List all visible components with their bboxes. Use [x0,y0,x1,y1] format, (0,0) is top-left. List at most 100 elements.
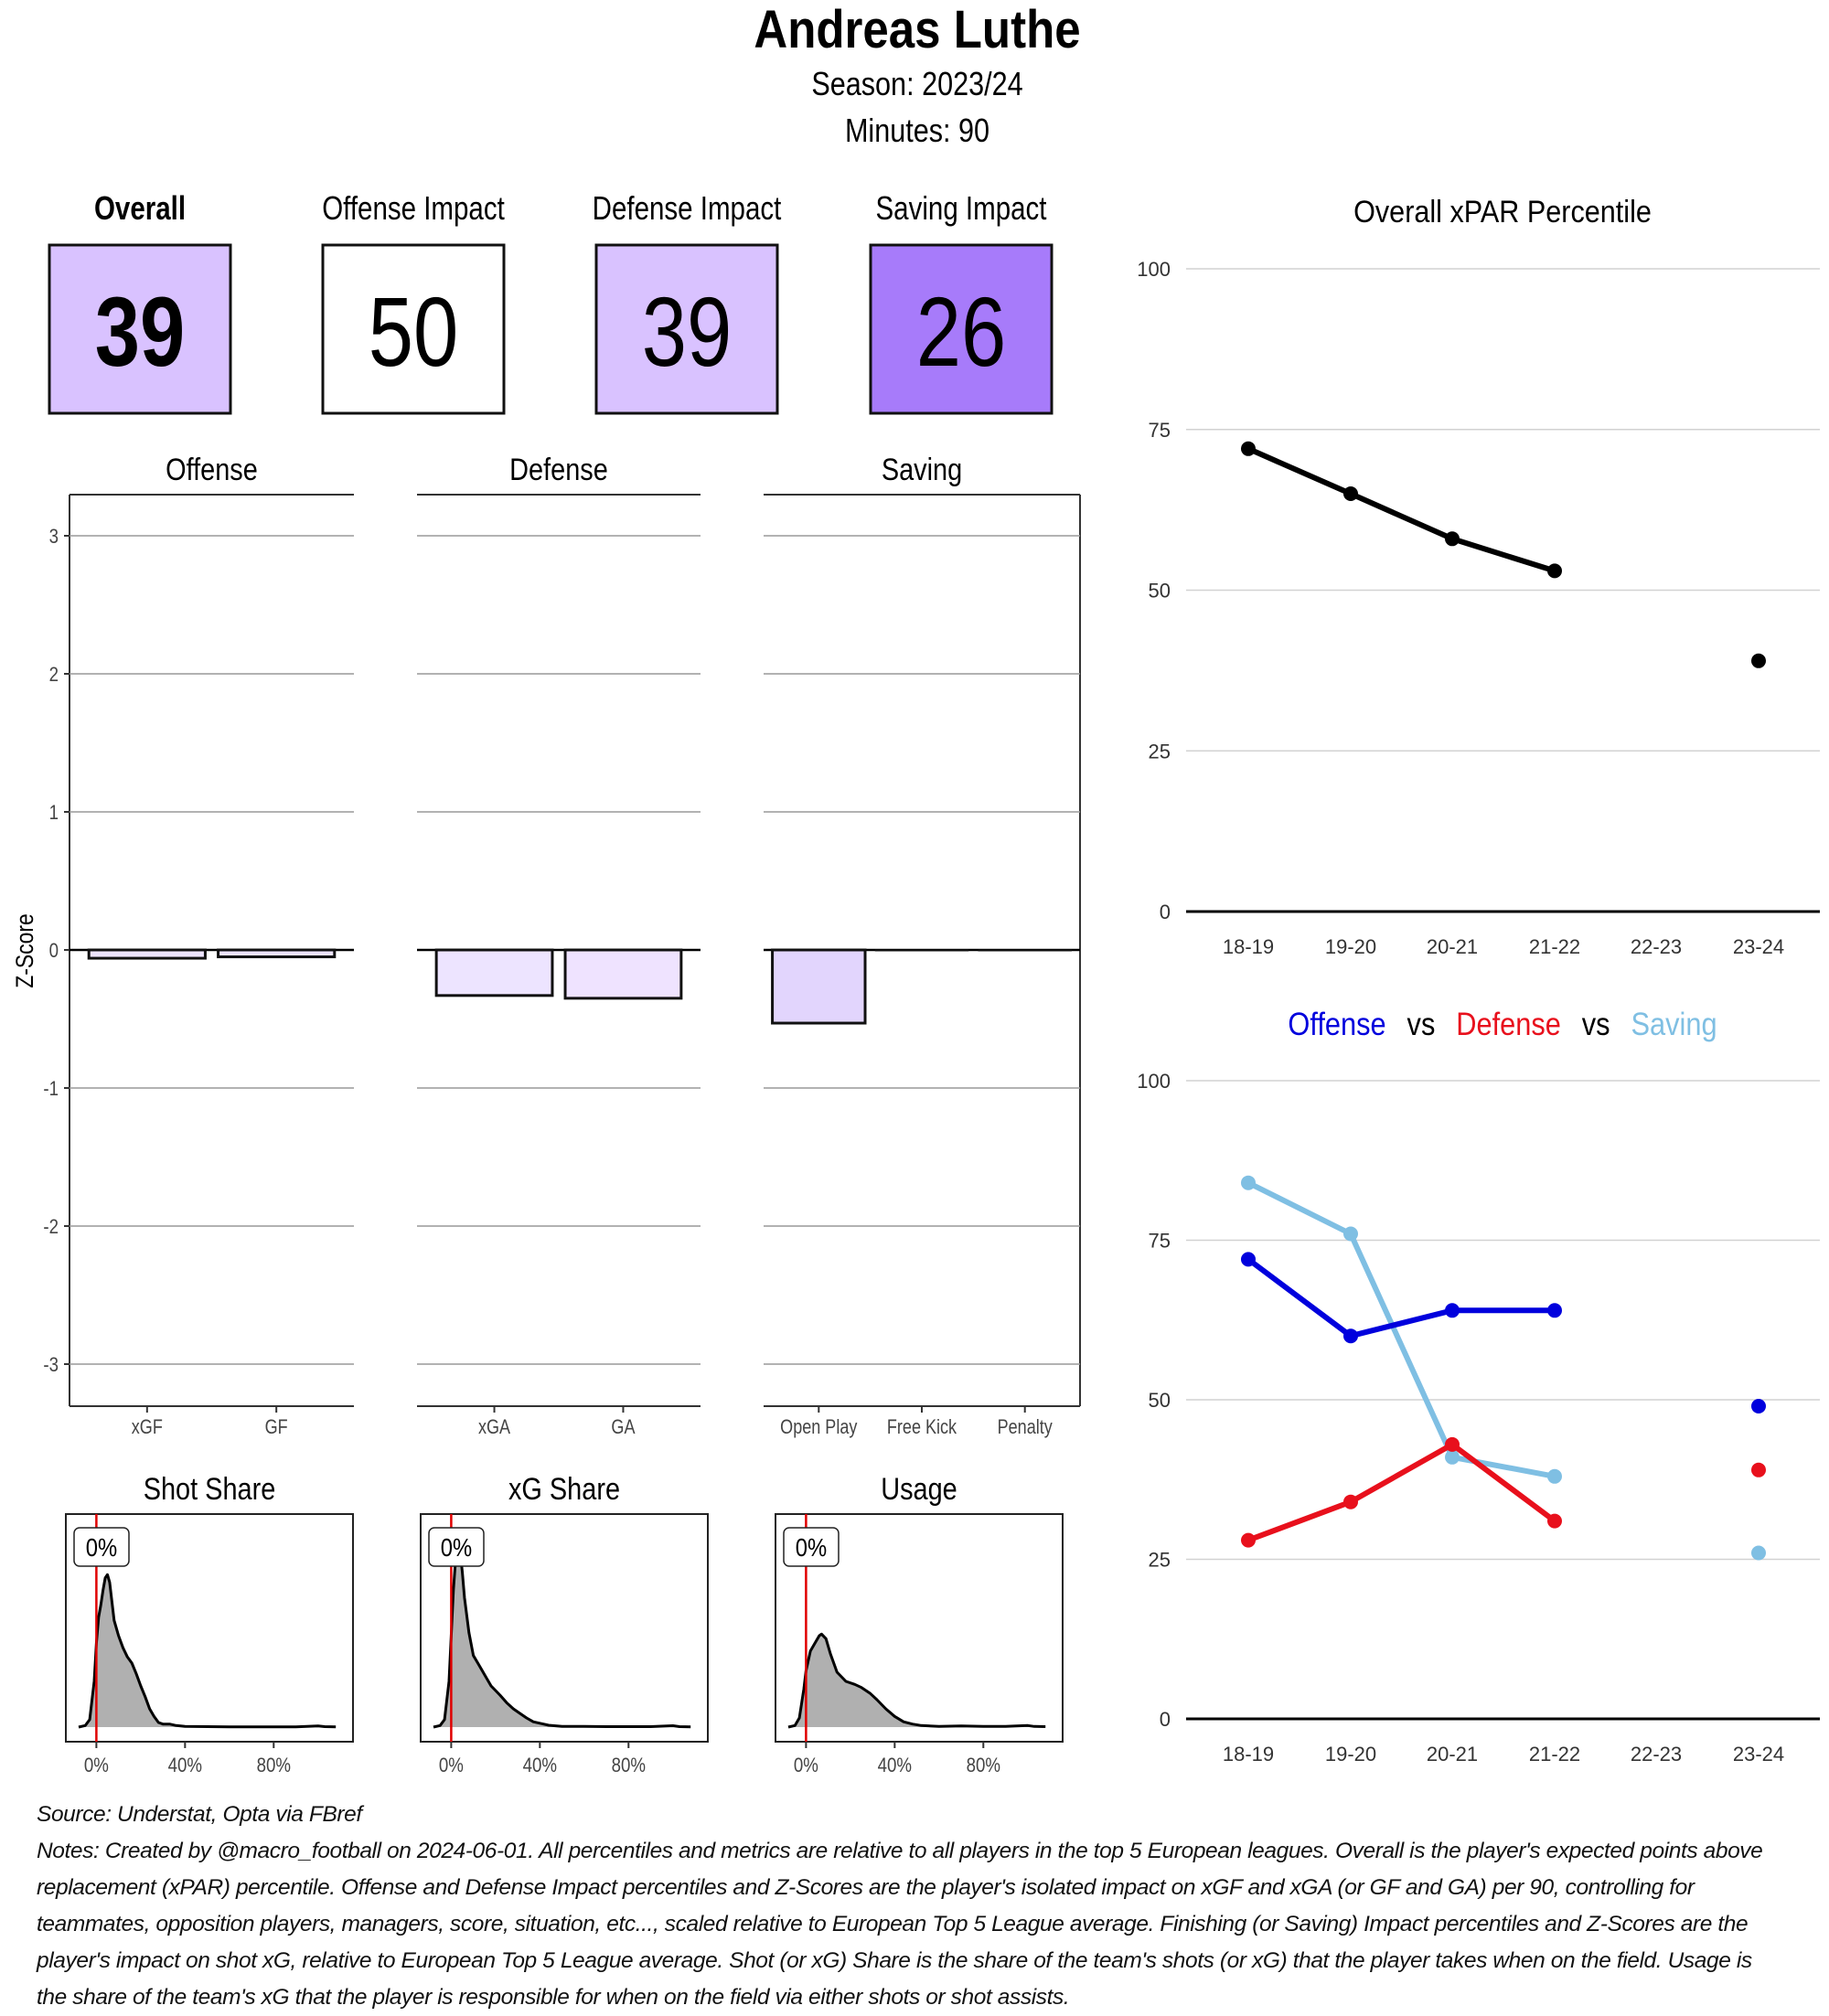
x-tick-label: 0% [439,1755,464,1777]
bar-panel-saving: Saving Open Play Free Kick Penalty [764,452,1081,1438]
x-tick-label: 22-23 [1631,1743,1682,1765]
density-panel-xg-share: xG Share 0% 0% 40% 80% [420,1471,709,1777]
data-point [1241,441,1256,456]
minutes-label: Minutes: 90 [845,113,989,150]
y-tick-label: 0 [49,941,59,963]
notes-line: the share of the team's xG that the play… [37,1985,1070,2010]
x-tick-label: 80% [967,1755,1000,1777]
y-tick-label: -1 [43,1079,59,1101]
data-point [1343,486,1358,501]
data-point [1241,1252,1256,1267]
data-point [1547,1513,1562,1529]
panel-title: xG Share [508,1471,620,1507]
x-tick-label: Open Play [780,1416,858,1438]
notes-line: Notes: Created by @macro_football on 202… [37,1839,1763,1863]
player-name-title: Andreas Luthe [754,0,1080,59]
x-tick-label: 20-21 [1427,935,1478,958]
notes-line: teammates, opposition players, managers,… [37,1912,1749,1936]
legend-item-defense: Defense [1456,1006,1561,1041]
panel-title: Offense [166,452,258,487]
x-tick-label: Penalty [998,1416,1054,1438]
x-tick-label: 40% [878,1755,912,1777]
zscore-bar-panels: Offense 3 2 1 0 -1 -2 -3 xGF GF Defense xGA GA Saving… [43,452,1081,1438]
data-point [1343,1494,1358,1509]
player-value-label-box [783,1527,840,1567]
data-point [1751,1399,1766,1413]
x-tick-label: GF [265,1416,288,1438]
kpi-cards: Overall 39 Offense Impact 50 Defense Impact 3… [48,189,1054,415]
series-saving [1241,1175,1766,1561]
kpi-card: Saving Impact 26 [869,189,1054,415]
x-tick-label: 19-20 [1325,935,1376,958]
y-tick-label: 25 [1149,740,1171,763]
kpi-value: 50 [369,277,458,387]
x-tick-label: 18-19 [1223,1743,1274,1765]
kpi-label: Overall [94,189,186,226]
y-tick-label: -3 [43,1355,59,1377]
kpi-box [869,243,1054,415]
bar [217,948,337,959]
data-point [1445,1303,1460,1318]
series-line [1246,1256,1555,1339]
y-tick-label: 75 [1149,1230,1171,1253]
legend-item-offense: Offense [1288,1006,1385,1041]
density-line [433,1545,691,1729]
density-panel-usage: Usage 0% 0% 40% 80% [775,1471,1064,1777]
series-line [1246,446,1556,574]
player-value-label-box [428,1527,485,1567]
x-tick-label: GA [611,1416,636,1438]
bar [434,948,554,997]
x-tick-label: 22-23 [1631,935,1682,958]
source-text: Source: Understat, Opta via FBref [37,1802,362,1827]
line-chart: Overall xPAR Percentile 0 25 50 75 100 18-19 19… [1137,195,1820,958]
data-point [1445,531,1460,547]
bar-panel-offense: Offense 3 2 1 0 -1 -2 -3 xGF GF [43,452,354,1438]
x-tick-label: 0% [84,1755,109,1777]
panel-title: Saving [882,452,962,487]
data-point [1343,1226,1358,1242]
kpi-card: Offense Impact 50 [321,189,506,415]
bar [87,948,207,960]
series-line [1246,1441,1556,1543]
bar [771,948,867,1025]
data-point [1241,1532,1256,1548]
data-point [1445,1436,1460,1452]
x-tick-label: 23-24 [1733,935,1784,958]
player-value-label-box [73,1527,130,1567]
bar [978,949,1072,952]
player-value-label: 0% [86,1532,117,1562]
kpi-value: 26 [916,277,1006,387]
x-tick-label: Free Kick [887,1416,957,1438]
line-chart: Offense vs Defense vs Saving 0 25 50 75 100 18-19 1… [1137,1006,1820,1765]
x-tick-label: 80% [257,1755,291,1777]
data-point [1241,1175,1256,1190]
player-value-label: 0% [796,1532,827,1562]
legend-separator: vs [1407,1006,1436,1041]
density-line [78,1573,337,1729]
series-line [1246,1180,1556,1479]
y-tick-label: 75 [1149,419,1171,442]
x-tick-label: 21-22 [1529,1743,1580,1765]
x-tick-label: xGF [132,1416,163,1438]
y-tick-label: 0 [1160,1708,1171,1731]
y-tick-label: -2 [43,1217,59,1239]
data-point [1547,1303,1562,1318]
percentile-line-charts: Overall xPAR Percentile 0 25 50 75 100 18-19 19… [1137,195,1820,1765]
chart-title-legend: Offense vs Defense vs Saving [1288,1006,1717,1041]
kpi-card: Overall 39 [48,189,232,415]
bar-panel-defense: Defense xGA GA [417,452,701,1438]
legend-item-saving: Saving [1631,1006,1717,1041]
kpi-value: 39 [95,277,185,387]
density-area [788,1634,1046,1727]
x-tick-label: 40% [168,1755,202,1777]
kpi-label: Defense Impact [593,189,782,226]
x-tick-label: 20-21 [1427,1743,1478,1765]
y-tick-label: 100 [1137,258,1171,281]
series-defense [1241,1436,1766,1548]
x-tick-label: 19-20 [1325,1743,1376,1765]
y-tick-label: 25 [1149,1549,1171,1572]
kpi-box [594,243,779,415]
legend-separator: vs [1582,1006,1610,1041]
player-value-label: 0% [441,1532,472,1562]
